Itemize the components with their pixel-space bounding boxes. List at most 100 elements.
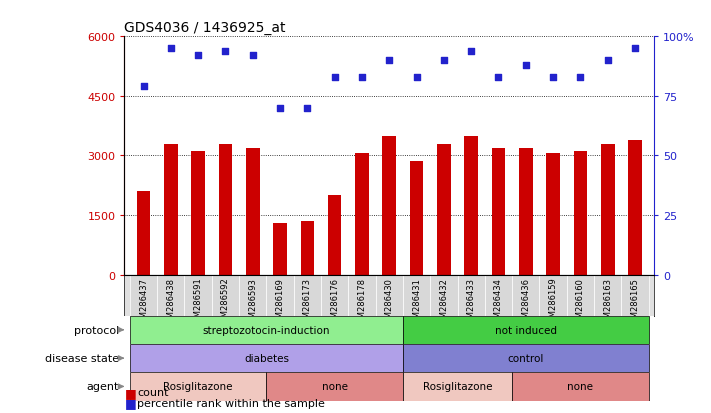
Text: GSM286430: GSM286430	[385, 277, 394, 328]
Bar	[403, 316, 648, 344]
Text: GSM286434: GSM286434	[494, 277, 503, 328]
Bar	[629, 140, 642, 275]
Bar	[485, 275, 512, 316]
Bar	[594, 275, 621, 316]
Text: GSM286437: GSM286437	[139, 277, 148, 328]
Text: Rosiglitazone: Rosiglitazone	[423, 382, 492, 392]
Bar	[130, 373, 267, 401]
Bar	[321, 275, 348, 316]
Point	[193, 53, 204, 59]
Text: GSM286173: GSM286173	[303, 277, 312, 328]
Text: disease state: disease state	[45, 353, 119, 363]
Text: GSM286160: GSM286160	[576, 277, 585, 328]
Bar	[464, 136, 478, 275]
Bar	[512, 373, 648, 401]
Bar	[355, 154, 369, 275]
Text: GSM286159: GSM286159	[549, 277, 557, 328]
Point	[247, 53, 258, 59]
Point	[220, 48, 231, 55]
Bar	[567, 275, 594, 316]
Text: GSM286593: GSM286593	[248, 277, 257, 328]
Text: diabetes: diabetes	[244, 353, 289, 363]
Point	[411, 74, 422, 81]
Text: GSM286591: GSM286591	[193, 277, 203, 328]
Bar	[410, 162, 424, 275]
Bar	[273, 223, 287, 275]
Point	[384, 58, 395, 64]
Bar	[430, 275, 458, 316]
Bar	[301, 221, 314, 275]
Point	[356, 74, 368, 81]
Point	[574, 74, 586, 81]
Bar	[458, 275, 485, 316]
Bar	[212, 275, 239, 316]
Point	[629, 46, 641, 52]
Bar	[130, 316, 403, 344]
Point	[274, 105, 286, 112]
Bar	[246, 148, 260, 275]
Text: GSM286431: GSM286431	[412, 277, 421, 328]
Point	[520, 62, 532, 69]
Bar	[130, 344, 403, 373]
Text: GSM286165: GSM286165	[631, 277, 639, 328]
Point	[547, 74, 559, 81]
Point	[493, 74, 504, 81]
Point	[138, 84, 149, 90]
Text: ■: ■	[124, 386, 137, 399]
Text: none: none	[567, 382, 594, 392]
Bar	[492, 148, 506, 275]
Bar	[601, 144, 614, 275]
Bar	[294, 275, 321, 316]
Bar	[403, 373, 512, 401]
Text: GSM286592: GSM286592	[221, 277, 230, 328]
Text: GSM286169: GSM286169	[276, 277, 284, 328]
Bar	[239, 275, 267, 316]
Bar	[546, 154, 560, 275]
Text: not induced: not induced	[495, 325, 557, 335]
Bar	[375, 275, 403, 316]
Bar	[348, 275, 375, 316]
Text: Rosiglitazone: Rosiglitazone	[164, 382, 233, 392]
Text: agent: agent	[87, 382, 119, 392]
Text: percentile rank within the sample: percentile rank within the sample	[137, 398, 325, 408]
Bar	[184, 275, 212, 316]
Bar	[403, 344, 648, 373]
Text: none: none	[321, 382, 348, 392]
Point	[438, 58, 449, 64]
Text: GSM286436: GSM286436	[521, 277, 530, 328]
Bar	[164, 144, 178, 275]
Point	[165, 46, 176, 52]
Text: GSM286178: GSM286178	[358, 277, 366, 328]
Bar	[218, 144, 232, 275]
Bar	[328, 196, 341, 275]
Bar	[191, 152, 205, 275]
Point	[602, 58, 614, 64]
Text: GSM286433: GSM286433	[466, 277, 476, 328]
Text: ■: ■	[124, 396, 137, 409]
Bar	[267, 275, 294, 316]
Bar	[437, 144, 451, 275]
Text: GSM286438: GSM286438	[166, 277, 176, 328]
Bar	[157, 275, 184, 316]
Bar	[383, 136, 396, 275]
Point	[301, 105, 313, 112]
Bar	[540, 275, 567, 316]
Bar	[403, 275, 430, 316]
Text: GSM286432: GSM286432	[439, 277, 449, 328]
Bar	[137, 192, 150, 275]
Bar	[574, 152, 587, 275]
Text: streptozotocin-induction: streptozotocin-induction	[203, 325, 330, 335]
Text: GSM286163: GSM286163	[603, 277, 612, 328]
Point	[466, 48, 477, 55]
Bar	[519, 148, 533, 275]
Text: control: control	[508, 353, 544, 363]
Bar	[621, 275, 648, 316]
Bar	[267, 373, 403, 401]
Bar	[512, 275, 540, 316]
Text: count: count	[137, 387, 169, 397]
Text: protocol: protocol	[74, 325, 119, 335]
Bar	[130, 275, 157, 316]
Text: GSM286176: GSM286176	[330, 277, 339, 328]
Point	[329, 74, 341, 81]
Text: GDS4036 / 1436925_at: GDS4036 / 1436925_at	[124, 21, 286, 35]
